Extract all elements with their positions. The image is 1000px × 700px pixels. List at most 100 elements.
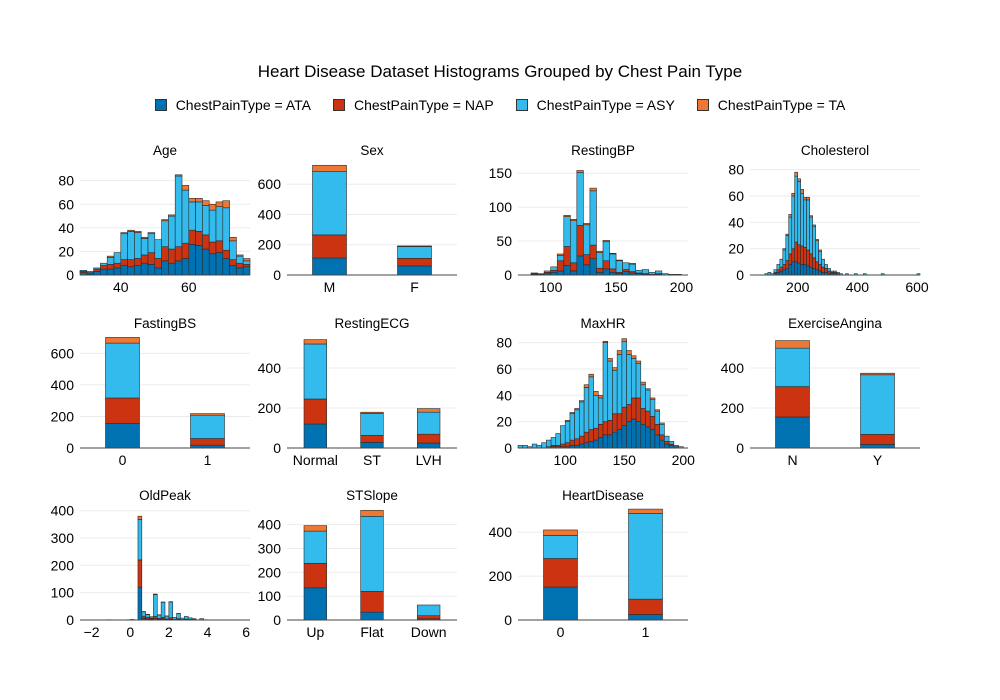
bar-cholesterol-bin16-s3 [797, 178, 802, 182]
bar-age-bin21-s3 [222, 200, 230, 209]
legend-item-nap[interactable]: ChestPainType = NAP [332, 97, 494, 113]
bar-restingbp-bin20-s2 [655, 270, 663, 274]
bar-age-bin9-s3 [140, 236, 149, 239]
bar-cholesterol-bin22-s2 [815, 240, 819, 263]
bar-restingecg-normal-s0 [303, 423, 327, 449]
bar-maxhr-bin21-s1 [616, 413, 623, 430]
bar-sex-m-s0 [312, 257, 347, 276]
x-tick-label-y: Y [873, 452, 883, 468]
bar-restingbp-bin12-s2 [602, 241, 610, 262]
bar-maxhr-bin15-s0 [588, 441, 594, 449]
bar-restingbp-bin4-s1 [550, 269, 558, 273]
y-tick-label: 400 [258, 206, 282, 222]
bar-maxhr-bin27-s2 [645, 389, 651, 412]
bar-maxhr-bin10-s2 [564, 421, 571, 444]
bar-restingbp-bin14-s3 [615, 259, 623, 262]
bar-cholesterol-bin25-s2 [824, 264, 828, 269]
bar-cholesterol-bin20-s3 [809, 215, 813, 218]
y-tick-label: 600 [51, 345, 75, 361]
y-tick-label: 20 [496, 414, 512, 430]
bar-age-bin22-s2 [229, 240, 237, 260]
x-tick-label-flat: Flat [360, 624, 383, 640]
bar-stslope-down-s1 [417, 615, 441, 620]
bar-age-bin6-s3 [120, 232, 128, 235]
bar-maxhr-bin26-s3 [640, 381, 646, 386]
bar-maxhr-bin29-s1 [654, 423, 660, 436]
bar-maxhr-bin23-s3 [626, 350, 632, 355]
legend-label-ta: ChestPainType = TA [717, 97, 846, 113]
x-tick-label: 2 [165, 624, 173, 640]
bar-maxhr-bin24-s3 [631, 355, 637, 359]
x-tick-label: 200 [672, 452, 696, 468]
bar-stslope-up-s1 [303, 562, 327, 589]
bar-age-bin12-s3 [161, 219, 169, 222]
bar-cholesterol-bin19-s1 [806, 249, 810, 267]
bar-maxhr-bin13-s2 [579, 401, 585, 437]
bar-age-bin21-s2 [222, 207, 230, 251]
subplot-title-maxhr: MaxHR [580, 316, 625, 331]
bar-maxhr-bin31-s0 [664, 443, 670, 449]
bar-cholesterol-bin12-s1 [785, 260, 790, 269]
bar-cholesterol-bin17-s1 [800, 245, 804, 265]
y-tick-label: 300 [258, 541, 282, 557]
bar-exerciseangina-n-s2 [775, 347, 810, 387]
x-tick-label: 400 [846, 279, 870, 295]
bar-stslope-down-s2 [417, 604, 441, 617]
bar-age-bin3-s2 [100, 262, 108, 266]
legend-item-ta[interactable]: ChestPainType = TA [696, 97, 846, 113]
bar-maxhr-bin30-s1 [659, 434, 665, 441]
bar-maxhr-bin20-s1 [612, 413, 618, 433]
bar-age-bin22-s1 [229, 259, 237, 266]
bar-restingbp-bin16-s3 [628, 263, 636, 265]
y-tick-label: 80 [728, 162, 744, 178]
chart-title: Heart Disease Dataset Histograms Grouped… [257, 62, 743, 81]
bar-maxhr-bin19-s3 [607, 358, 613, 362]
x-tick-label-normal: Normal [293, 452, 338, 468]
subplot-title-heartdisease: HeartDisease [562, 488, 644, 503]
y-tick-label: 400 [721, 360, 745, 376]
x-tick-label: 6 [242, 624, 250, 640]
subplot-exerciseangina: ExerciseAngina 0 200 400 N Y [721, 316, 920, 468]
bar-restingecg-lvh-s1 [417, 433, 441, 444]
subplot-heartdisease: HeartDisease 0 200 400 0 1 [489, 488, 688, 640]
legend-item-asy[interactable]: ChestPainType = ASY [515, 97, 675, 113]
bar-restingbp-bin6-s3 [563, 214, 571, 217]
bar-cholesterol-bin13-s1 [788, 253, 793, 265]
subplot-oldpeak: OldPeak 0 100 200 300 400 −2 0 2 4 6 [51, 488, 251, 640]
bar-restingecg-lvh-s3 [417, 408, 441, 413]
bar-cholesterol-bin19-s0 [806, 265, 810, 276]
bar-cholesterol-bin10-s0 [779, 270, 784, 276]
bar-maxhr-bin30-s0 [659, 439, 665, 449]
bar-restingbp-bin15-s2 [622, 262, 630, 270]
bar-maxhr-bin28-s3 [649, 397, 656, 400]
bar-cholesterol-bin23-s2 [818, 250, 822, 265]
bar-maxhr-bin24-s2 [631, 358, 637, 399]
bar-age-bin6-s1 [120, 259, 128, 266]
subplot-title-sex: Sex [360, 143, 384, 158]
bar-cholesterol-bin12-s3 [785, 233, 790, 236]
subplot-title-cholesterol: Cholesterol [801, 143, 869, 158]
bar-age-bin16-s1 [188, 229, 196, 245]
bar-restingbp-bin17-s2 [635, 269, 643, 274]
bar-maxhr-bin16-s1 [593, 427, 599, 441]
y-tick-label: 0 [736, 440, 744, 456]
bar-maxhr-bin14-s3 [583, 384, 590, 388]
bar-exerciseangina-y-s3 [860, 372, 895, 376]
bar-restingbp-bin5-s1 [556, 260, 565, 272]
bar-maxhr-bin23-s0 [626, 421, 632, 449]
bar-cholesterol-bin19-s3 [806, 196, 810, 201]
bar-maxhr-bin28-s1 [649, 416, 656, 430]
bar-maxhr-bin3-s2 [531, 443, 538, 449]
legend-item-ata[interactable]: ChestPainType = ATA [154, 97, 311, 113]
bar-cholesterol-bin15-s0 [794, 261, 799, 276]
bar-cholesterol-bin18-s3 [803, 196, 807, 201]
bar-maxhr-bin18-s1 [602, 421, 609, 436]
bar-maxhr-bin8-s2 [555, 433, 561, 446]
bar-age-bin20-s1 [215, 240, 224, 253]
bar-cholesterol-bin20-s0 [809, 266, 813, 276]
x-tick-label-1: 1 [642, 624, 650, 640]
subplot-title-fastingbs: FastingBS [134, 316, 196, 331]
bar-sex-m-s2 [312, 171, 347, 236]
bar-maxhr-bin6-s2 [546, 439, 552, 447]
x-tick-label: 200 [670, 279, 694, 295]
